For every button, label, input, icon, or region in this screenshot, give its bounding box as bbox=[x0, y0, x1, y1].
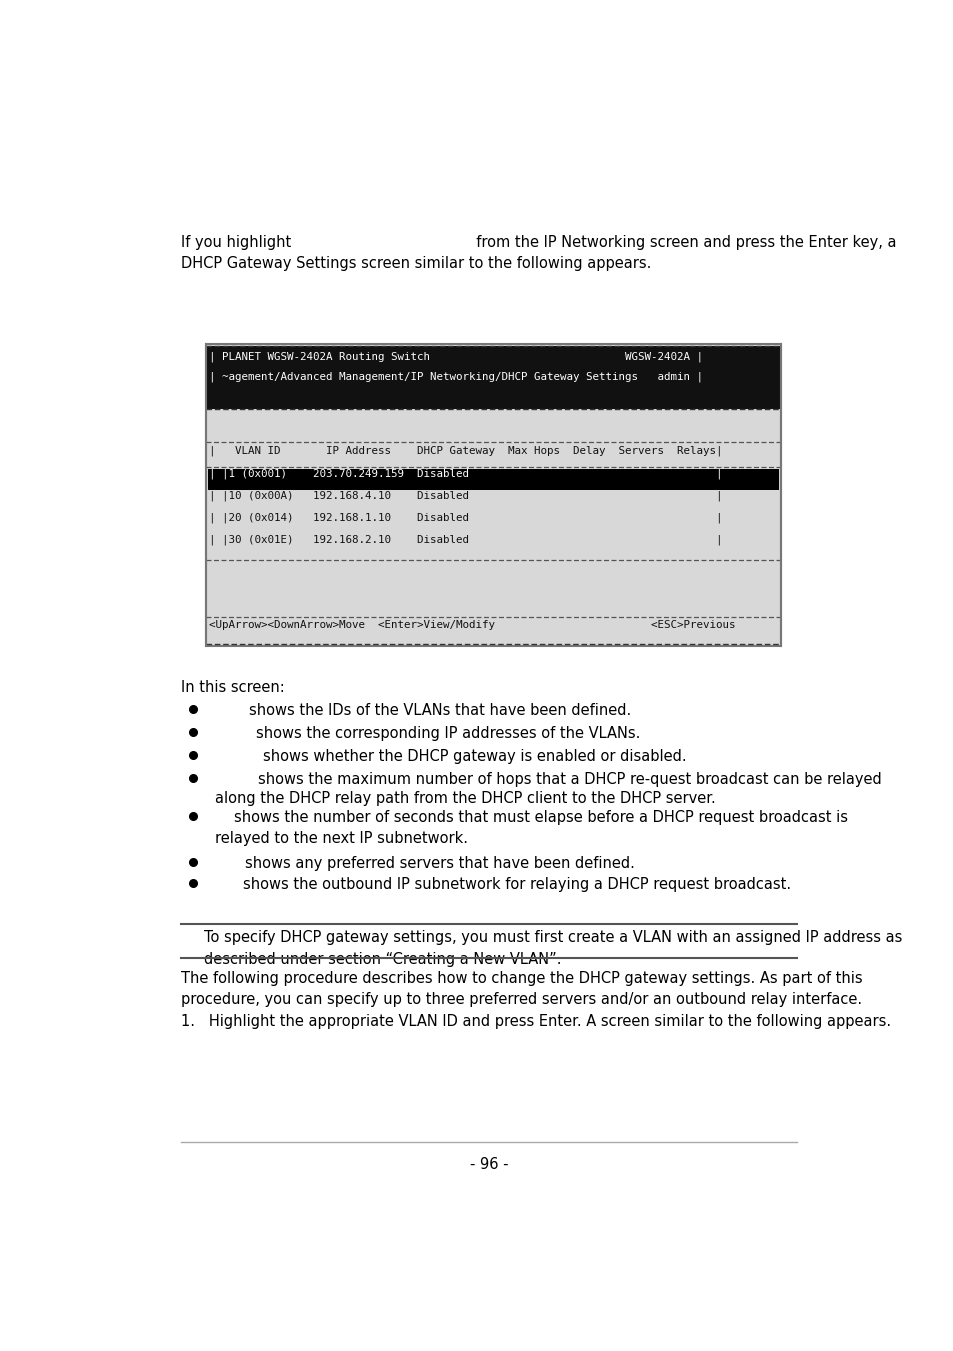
Text: | ~agement/Advanced Management/IP Networking/DHCP Gateway Settings   admin |: | ~agement/Advanced Management/IP Networ… bbox=[210, 372, 702, 382]
Text: 1.   Highlight the appropriate VLAN ID and press Enter. A screen similar to the : 1. Highlight the appropriate VLAN ID and… bbox=[180, 1015, 890, 1029]
Bar bbox=[206, 345, 781, 646]
Text: shows the number of seconds that must elapse before a DHCP request broadcast is: shows the number of seconds that must el… bbox=[233, 811, 847, 825]
Text: | |30 (0x01E)   192.168.2.10    Disabled                                      |: | |30 (0x01E) 192.168.2.10 Disabled | bbox=[210, 535, 722, 544]
Text: <UpArrow><DownArrow>Move  <Enter>View/Modify                        <ESC>Previou: <UpArrow><DownArrow>Move <Enter>View/Mod… bbox=[210, 620, 735, 630]
Text: - 96 -: - 96 - bbox=[469, 1156, 508, 1171]
Bar bbox=[206, 346, 781, 408]
Text: To specify DHCP gateway settings, you must first create a VLAN with an assigned : To specify DHCP gateway settings, you mu… bbox=[204, 929, 902, 944]
Text: shows the outbound IP subnetwork for relaying a DHCP request broadcast.: shows the outbound IP subnetwork for rel… bbox=[243, 877, 791, 892]
Text: | |1 (0x001)    203.70.249.159  Disabled                                      |: | |1 (0x001) 203.70.249.159 Disabled | bbox=[210, 469, 722, 480]
Text: shows the IDs of the VLANs that have been defined.: shows the IDs of the VLANs that have bee… bbox=[249, 703, 630, 719]
Text: The following procedure describes how to change the DHCP gateway settings. As pa: The following procedure describes how to… bbox=[180, 971, 862, 986]
Text: relayed to the next IP subnetwork.: relayed to the next IP subnetwork. bbox=[215, 831, 468, 846]
Text: shows any preferred servers that have been defined.: shows any preferred servers that have be… bbox=[245, 857, 634, 871]
Text: described under section “Creating a New VLAN”.: described under section “Creating a New … bbox=[204, 951, 561, 967]
Text: | PLANET WGSW-2402A Routing Switch                              WGSW-2402A |: | PLANET WGSW-2402A Routing Switch WGSW-… bbox=[210, 351, 702, 362]
Text: |   VLAN ID       IP Address    DHCP Gateway  Max Hops  Delay  Servers  Relays|: | VLAN ID IP Address DHCP Gateway Max Ho… bbox=[210, 444, 722, 455]
Bar bbox=[208, 469, 779, 490]
Text: shows the maximum number of hops that a DHCP re-quest broadcast can be relayed: shows the maximum number of hops that a … bbox=[258, 771, 882, 786]
Text: | |20 (0x014)   192.168.1.10    Disabled                                      |: | |20 (0x014) 192.168.1.10 Disabled | bbox=[210, 512, 722, 523]
Text: shows whether the DHCP gateway is enabled or disabled.: shows whether the DHCP gateway is enable… bbox=[263, 748, 686, 763]
Text: DHCP Gateway Settings screen similar to the following appears.: DHCP Gateway Settings screen similar to … bbox=[180, 255, 650, 270]
Text: procedure, you can specify up to three preferred servers and/or an outbound rela: procedure, you can specify up to three p… bbox=[180, 992, 861, 1008]
Text: shows the corresponding IP addresses of the VLANs.: shows the corresponding IP addresses of … bbox=[255, 725, 639, 740]
Text: | |10 (0x00A)   192.168.4.10    Disabled                                      |: | |10 (0x00A) 192.168.4.10 Disabled | bbox=[210, 490, 722, 501]
Text: along the DHCP relay path from the DHCP client to the DHCP server.: along the DHCP relay path from the DHCP … bbox=[215, 792, 716, 807]
Text: If you highlight                                        from the IP Networking s: If you highlight from the IP Networking … bbox=[180, 235, 895, 250]
Text: In this screen:: In this screen: bbox=[180, 680, 284, 696]
